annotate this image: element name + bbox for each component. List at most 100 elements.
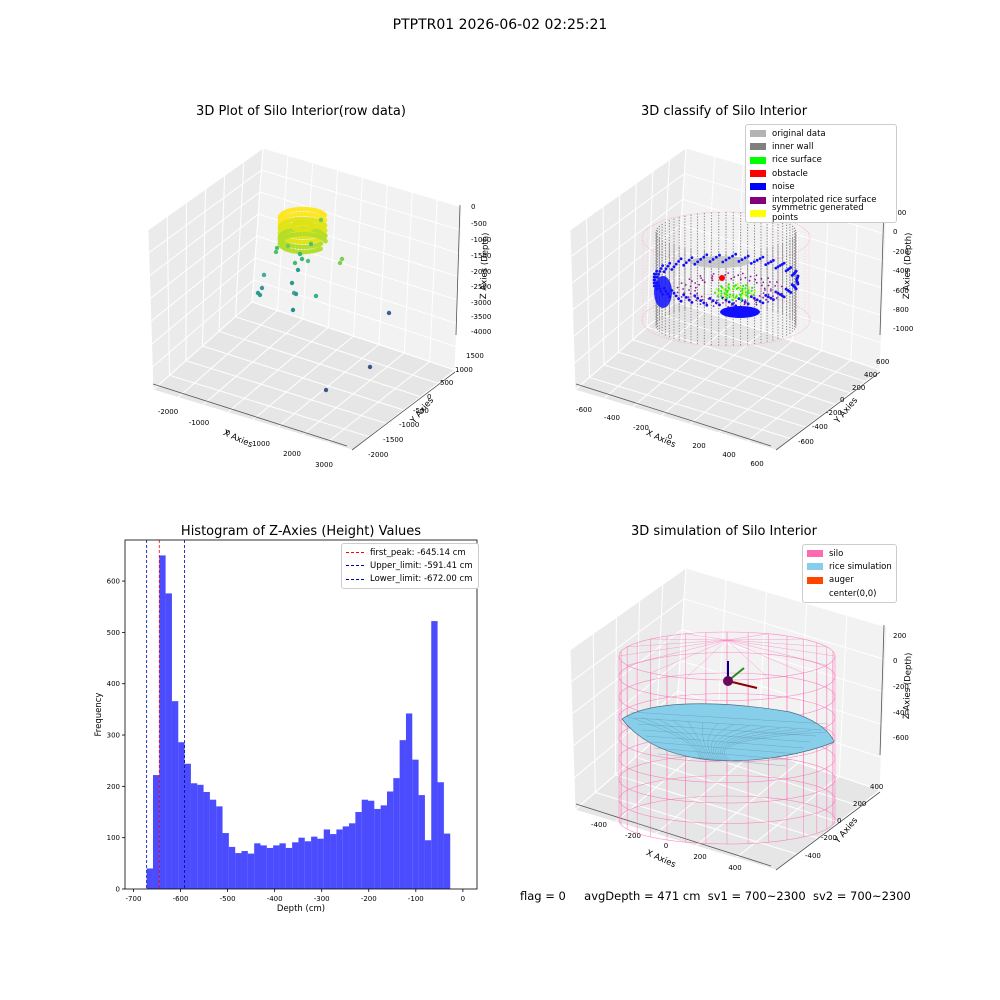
cls-gridline [569,147,687,231]
cls-rice-point [723,292,726,295]
sim-silo-roof-line [618,639,728,657]
histogram-x-tick: -200 [361,895,377,903]
raw-panel-title: 3D Plot of Silo Interior(row data) [196,104,406,119]
cls-noise-point [705,253,709,257]
histogram-x-tick: -100 [408,895,424,903]
sim-silo-roof-line [726,639,827,648]
raw-gridline [152,301,253,391]
cls-z-tick: -200 [893,248,909,256]
cls-rice-point [722,287,725,290]
sim-x-tick: 0 [664,842,668,850]
histogram-bar [216,806,223,889]
cls-gridline [570,173,685,258]
cls-rice-point [728,293,732,296]
raw-z-tick: -3500 [471,313,491,321]
cls-interp-point [769,281,771,283]
cls-interp-point [727,272,730,274]
histogram-bar [393,778,400,889]
histogram-bar [241,851,248,889]
raw-gridline [353,177,363,337]
cls-x-tick: 400 [722,451,735,459]
cls-noise-point [761,301,765,305]
cls-noise-point [699,258,703,261]
raw-point [259,285,265,291]
legend-swatch [750,130,766,138]
cls-rice-point [726,294,729,297]
histogram-bar [266,847,274,889]
cls-rice-point [722,297,726,300]
sim-z-tick: 0 [893,657,897,665]
sim-z-axis-line [879,624,885,756]
cls-interp-point [691,280,693,283]
raw-gridline [378,184,388,345]
cls-noise-point [731,254,734,258]
raw-z-tick: -1000 [471,236,491,244]
cls-x-tick: 0 [668,433,672,441]
histogram-bar [260,845,267,890]
histogram-y-tick: 100 [107,834,120,842]
histogram-bar [235,853,242,889]
cls-noise-point [721,260,725,264]
cls-interp-point [727,306,730,308]
legend-label: center(0,0) [829,588,877,599]
sim-rice-mesh [653,747,793,761]
histogram-bar [342,826,350,889]
cls-noise-point [737,260,741,263]
histogram-bar [412,759,419,889]
cls-noise-point [702,301,706,305]
cls-rice-point [735,287,738,290]
cls-x-axis-line [575,383,772,447]
cls-noise-point [672,291,676,295]
legend-label: inner wall [772,141,814,152]
cls-noise-point [780,294,784,298]
cls-noise-point [724,258,728,262]
raw-x-label: X Axies [221,428,254,450]
cls-interp-point [764,289,766,291]
histogram-bar [323,829,331,889]
legend-label: auger [829,575,854,586]
cls-rice-point [725,296,729,300]
histogram-bar [254,843,261,889]
cls-interp-point [741,305,744,308]
raw-point [273,249,279,255]
cls-noise-point [708,260,712,263]
cls-noise-point [755,298,759,302]
cls-rice-point [714,291,717,294]
cls-interp-point [700,277,702,279]
cls-noise-point [778,264,782,267]
cls-interp-point [780,292,783,295]
legend-line [346,552,364,554]
raw-x-tick: -1000 [189,419,209,427]
cls-noise-point [761,255,765,259]
cls-interp-point [775,281,778,283]
legend-entry: noise [750,180,892,193]
cls-noise-point [702,255,706,259]
cls-noise-point [772,259,775,262]
cls-noise-point [769,260,773,264]
cls-interp-point [767,300,769,303]
cls-noise-point [755,258,759,262]
cls-rice-point [742,284,745,288]
cls-interp-point [754,278,757,281]
cls-noise-point [776,265,780,269]
histogram-legend: first_peak: -645.14 cm Upper_limit: -591.… [341,543,479,589]
cls-rice-point [744,287,747,290]
raw-point [305,258,311,264]
sim-rice-mesh [649,741,799,755]
sim-gridline [569,649,576,811]
cls-interp-point [696,292,698,295]
raw-gridline [166,216,170,376]
cls-z-tick: -600 [893,287,909,295]
sim-pane-left [570,568,686,810]
histogram-x-tick: 0 [461,895,465,903]
cls-rice-point [727,283,730,286]
histogram-bar [311,836,318,889]
cls-interp-point [754,299,757,302]
legend-swatch [807,576,823,584]
sim-gridline [572,660,681,747]
cls-rice-point [724,288,727,291]
histogram-bar [443,833,451,889]
cls-interp-point [712,305,715,307]
sim-gridline [570,598,685,683]
legend-line [346,565,364,567]
